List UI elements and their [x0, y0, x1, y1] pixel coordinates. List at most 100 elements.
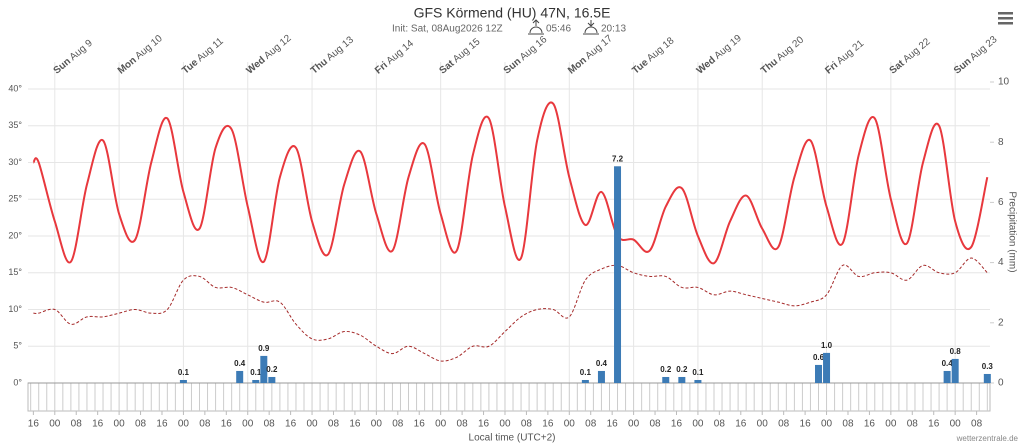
init-time: Init: Sat, 08Aug2026 12Z — [392, 24, 503, 35]
x-tick-label: 08 — [842, 419, 854, 430]
x-tick-label: 16 — [671, 419, 683, 430]
precipitation-bar — [662, 376, 670, 383]
sunset-time: 20:13 — [601, 24, 626, 35]
precipitation-label: 0.1 — [580, 368, 592, 377]
x-tick-label: 00 — [178, 419, 190, 430]
x-tick-label: 08 — [264, 419, 276, 430]
precipitation-bar — [943, 370, 951, 383]
x-tick-label: 00 — [242, 419, 254, 430]
precipitation-bar — [983, 373, 991, 383]
precipitation-bar — [581, 379, 589, 383]
precipitation-label: 0.1 — [250, 368, 262, 377]
precipitation-bar — [260, 355, 268, 383]
y-tick-label: 0° — [13, 377, 22, 387]
x-tick-label: 16 — [542, 419, 554, 430]
y2-tick-label: 2 — [998, 317, 1004, 328]
day-label: Fri Aug 21 — [823, 38, 866, 77]
x-tick-label: 00 — [114, 419, 126, 430]
day-label: Sat Aug 22 — [887, 36, 932, 77]
y-tick-label: 25° — [8, 194, 22, 204]
precipitation-label: 0.6 — [813, 353, 825, 362]
precipitation-bar — [815, 364, 823, 383]
x-tick-label: 00 — [950, 419, 962, 430]
x-tick-label: 00 — [49, 419, 61, 430]
x-tick-label: 00 — [885, 419, 897, 430]
y-tick-label: 35° — [8, 120, 22, 130]
x-axis-title: Local time (UTC+2) — [469, 433, 556, 444]
x-tick-label: 16 — [478, 419, 490, 430]
day-label: Sun Aug 16 — [502, 34, 550, 77]
day-label: Mon Aug 17 — [566, 33, 615, 77]
x-tick-label: 08 — [392, 419, 404, 430]
x-tick-label: 08 — [714, 419, 726, 430]
day-label: Sun Aug 23 — [952, 34, 1000, 77]
day-label: Mon Aug 10 — [116, 33, 165, 77]
precipitation-label: 0.4 — [942, 359, 954, 368]
y-tick-label: 5° — [13, 341, 22, 351]
y2-tick-label: 10 — [998, 77, 1010, 88]
precipitation-label: 0.1 — [692, 368, 704, 377]
precipitation-bar — [678, 376, 686, 383]
x-tick-label: 16 — [221, 419, 233, 430]
precipitation-bar — [951, 358, 959, 383]
precipitation-label: 0.2 — [676, 365, 688, 374]
x-tick-label: 00 — [821, 419, 833, 430]
credit: wetterzentrale.de — [956, 434, 1019, 443]
x-tick-label: 00 — [435, 419, 447, 430]
x-tick-label: 16 — [607, 419, 619, 430]
x-tick-label: 00 — [499, 419, 511, 430]
x-tick-label: 00 — [564, 419, 576, 430]
x-tick-label: 16 — [864, 419, 876, 430]
y2-axis-title: Precipitation (mm) — [1006, 191, 1017, 272]
day-label: Thu Aug 20 — [759, 34, 806, 76]
precipitation-label: 0.4 — [234, 359, 246, 368]
precipitation-bar — [179, 379, 187, 383]
y-tick-label: 30° — [8, 157, 22, 167]
menu-button[interactable] — [998, 12, 1013, 25]
x-tick-label: 08 — [135, 419, 147, 430]
x-tick-label: 16 — [28, 419, 40, 430]
x-tick-label: 16 — [349, 419, 361, 430]
day-label: Wed Aug 12 — [244, 32, 293, 76]
day-label: Thu Aug 13 — [309, 34, 356, 76]
x-tick-label: 08 — [199, 419, 211, 430]
x-tick-label: 00 — [692, 419, 704, 430]
precipitation-label: 0.8 — [950, 347, 962, 356]
precipitation-bar — [252, 379, 260, 383]
day-label: Sat Aug 15 — [437, 36, 482, 77]
day-label: Sun Aug 9 — [51, 37, 95, 76]
y2-tick-label: 8 — [998, 137, 1004, 148]
temperature-line — [32, 101, 989, 265]
day-label: Fri Aug 14 — [373, 38, 416, 77]
precipitation-label: 0.4 — [596, 359, 608, 368]
precipitation-label: 0.1 — [178, 368, 190, 377]
y2-tick-label: 6 — [998, 197, 1004, 208]
x-tick-label: 16 — [92, 419, 104, 430]
y2-tick-label: 4 — [998, 257, 1004, 268]
sunrise-time: 05:46 — [546, 24, 571, 35]
x-tick-label: 16 — [156, 419, 168, 430]
sunset-icon — [583, 20, 599, 35]
x-tick-label: 08 — [585, 419, 597, 430]
x-tick-label: 16 — [800, 419, 812, 430]
y2-tick-label: 0 — [998, 378, 1004, 389]
precipitation-label: 0.3 — [982, 362, 994, 371]
x-tick-label: 08 — [71, 419, 83, 430]
day-label: Tue Aug 11 — [180, 35, 226, 76]
y-tick-label: 10° — [8, 304, 22, 314]
x-tick-label: 16 — [285, 419, 297, 430]
precipitation-label: 0.2 — [266, 365, 278, 374]
x-tick-label: 08 — [907, 419, 919, 430]
day-label: Tue Aug 18 — [630, 35, 676, 76]
x-tick-label: 00 — [306, 419, 318, 430]
precipitation-label: 1.0 — [821, 341, 833, 350]
precipitation-bar — [268, 376, 276, 383]
x-tick-label: 08 — [457, 419, 469, 430]
precipitation-bar — [694, 379, 702, 383]
y-tick-label: 15° — [8, 267, 22, 277]
x-tick-label: 16 — [414, 419, 426, 430]
x-tick-label: 08 — [521, 419, 533, 430]
precipitation-label: 7.2 — [612, 154, 624, 163]
x-tick-label: 00 — [757, 419, 769, 430]
